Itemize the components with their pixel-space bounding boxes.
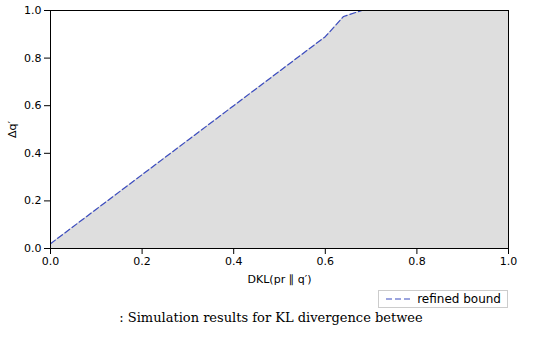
svg-text:0.8: 0.8 (24, 52, 42, 65)
svg-text:0.6: 0.6 (24, 99, 42, 112)
svg-text:DKL(pr ∥ q′): DKL(pr ∥ q′) (248, 273, 312, 286)
svg-text:0.8: 0.8 (408, 255, 426, 268)
svg-text:1.0: 1.0 (24, 4, 42, 17)
svg-text:0.4: 0.4 (225, 255, 243, 268)
svg-text:0.4: 0.4 (24, 147, 42, 160)
svg-text:Δq′: Δq′ (6, 121, 19, 139)
svg-text:0.2: 0.2 (133, 255, 151, 268)
html-text:refined bound: refined bound (417, 292, 501, 306)
svg-text:1.0: 1.0 (500, 255, 518, 268)
html-text:: Simulation results for KL di: : Simulation results for KL divergence b… (119, 310, 423, 325)
svg-text:0.0: 0.0 (42, 255, 60, 268)
svg-text:0.0: 0.0 (24, 242, 42, 255)
svg-text:0.6: 0.6 (317, 255, 335, 268)
svg-text:0.2: 0.2 (24, 194, 42, 207)
